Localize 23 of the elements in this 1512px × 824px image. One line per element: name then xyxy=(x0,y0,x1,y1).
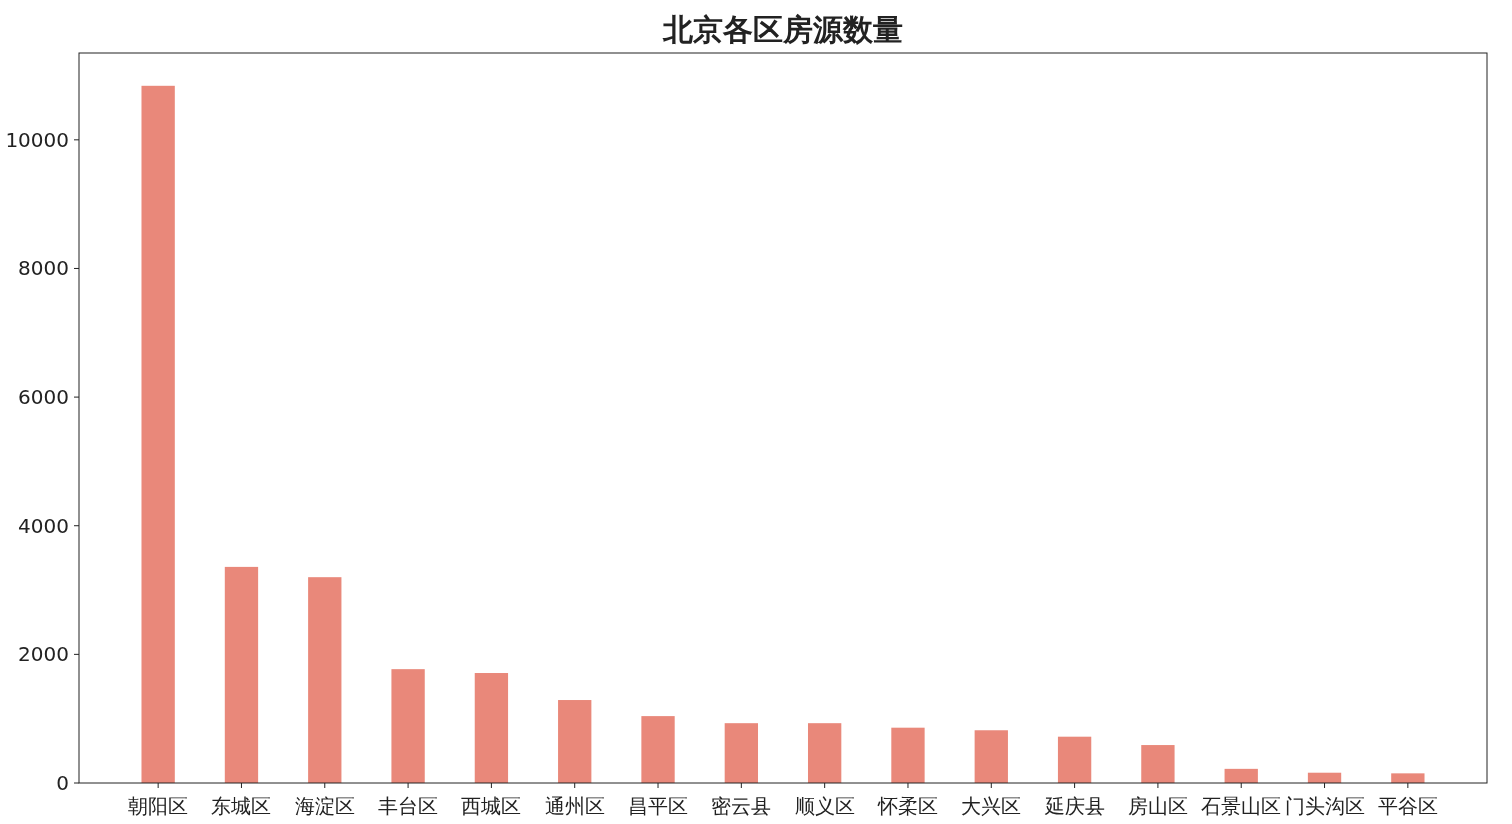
x-tick-label: 门头沟区 xyxy=(1284,794,1365,818)
x-tick-label: 东城区 xyxy=(211,794,272,818)
x-tick-label: 怀柔区 xyxy=(876,794,938,818)
x-tick-label: 海淀区 xyxy=(294,794,355,818)
x-tick-label: 顺义区 xyxy=(794,794,855,818)
x-tick-label: 丰台区 xyxy=(378,794,439,818)
y-tick-label: 0 xyxy=(56,771,69,795)
x-tick-label: 密云县 xyxy=(711,794,772,818)
x-tick-label: 延庆县 xyxy=(1043,794,1105,818)
y-tick-label: 4000 xyxy=(18,513,69,538)
x-tick-label: 西城区 xyxy=(461,794,522,818)
y-tick-label: 6000 xyxy=(18,385,69,410)
x-tick-label: 平谷区 xyxy=(1377,794,1438,818)
x-tick-label: 房山区 xyxy=(1127,794,1188,818)
x-tick-label: 通州区 xyxy=(544,794,605,818)
x-tick-label: 朝阳区 xyxy=(128,794,189,818)
y-tick-label: 10000 xyxy=(5,127,69,152)
x-tick-label: 大兴区 xyxy=(961,794,1022,818)
x-tick-label: 石景山区 xyxy=(1201,794,1282,818)
y-tick-label: 2000 xyxy=(18,642,69,667)
x-tick-label: 昌平区 xyxy=(628,794,689,818)
chart-title: 北京各区房源数量 xyxy=(662,12,903,47)
y-tick-label: 8000 xyxy=(18,256,69,281)
